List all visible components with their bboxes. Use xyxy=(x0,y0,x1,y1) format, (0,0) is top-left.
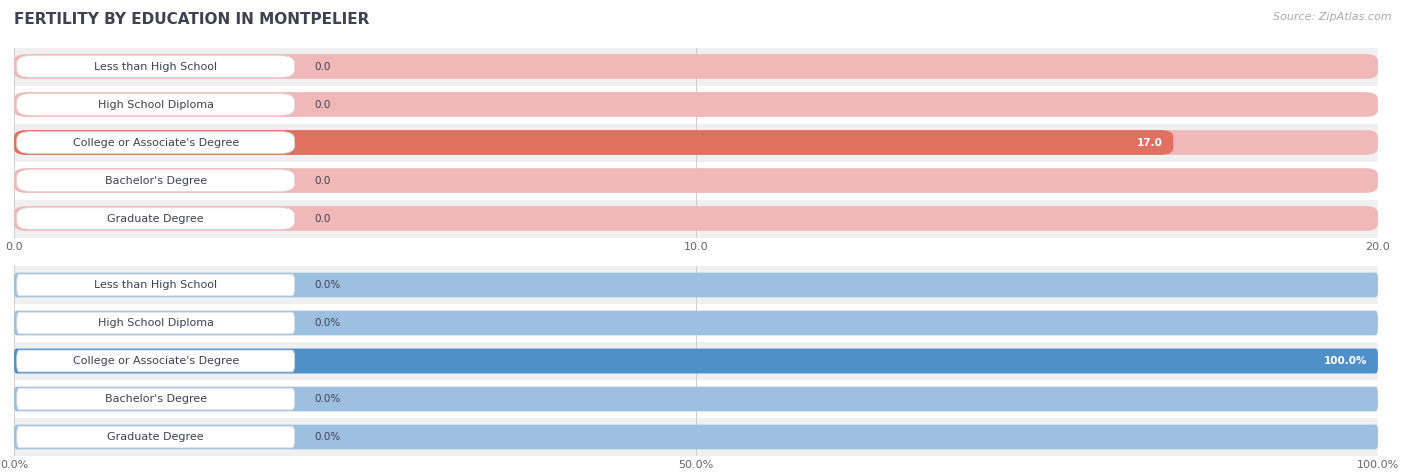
Text: Bachelor's Degree: Bachelor's Degree xyxy=(104,175,207,186)
Text: College or Associate's Degree: College or Associate's Degree xyxy=(73,356,239,366)
FancyBboxPatch shape xyxy=(14,425,1378,449)
Bar xyxy=(14,380,1378,418)
FancyBboxPatch shape xyxy=(14,349,1378,373)
FancyBboxPatch shape xyxy=(17,388,295,410)
FancyBboxPatch shape xyxy=(17,208,295,229)
FancyBboxPatch shape xyxy=(17,94,295,115)
Bar xyxy=(14,86,1378,124)
FancyBboxPatch shape xyxy=(17,274,295,296)
Text: College or Associate's Degree: College or Associate's Degree xyxy=(73,137,239,148)
Text: 17.0: 17.0 xyxy=(1136,137,1163,148)
FancyBboxPatch shape xyxy=(17,56,295,77)
FancyBboxPatch shape xyxy=(17,132,295,153)
Text: Source: ZipAtlas.com: Source: ZipAtlas.com xyxy=(1274,12,1392,22)
FancyBboxPatch shape xyxy=(14,168,1378,193)
FancyBboxPatch shape xyxy=(14,387,1378,411)
Bar xyxy=(14,124,1378,162)
Text: 0.0: 0.0 xyxy=(314,99,330,110)
Text: 0.0%: 0.0% xyxy=(314,280,340,290)
Text: 0.0: 0.0 xyxy=(314,213,330,224)
Bar xyxy=(14,200,1378,238)
Bar xyxy=(14,48,1378,86)
FancyBboxPatch shape xyxy=(14,311,1378,335)
FancyBboxPatch shape xyxy=(17,350,295,372)
Bar xyxy=(14,266,1378,304)
Bar xyxy=(14,342,1378,380)
Bar xyxy=(14,162,1378,199)
Text: FERTILITY BY EDUCATION IN MONTPELIER: FERTILITY BY EDUCATION IN MONTPELIER xyxy=(14,12,370,27)
FancyBboxPatch shape xyxy=(14,92,1378,117)
Text: High School Diploma: High School Diploma xyxy=(97,99,214,110)
Text: 0.0: 0.0 xyxy=(314,175,330,186)
Text: Graduate Degree: Graduate Degree xyxy=(107,213,204,224)
Bar xyxy=(14,418,1378,456)
Text: Less than High School: Less than High School xyxy=(94,280,218,290)
FancyBboxPatch shape xyxy=(14,130,1378,155)
Text: 100.0%: 100.0% xyxy=(1323,356,1367,366)
FancyBboxPatch shape xyxy=(14,130,1173,155)
FancyBboxPatch shape xyxy=(17,170,295,191)
Bar xyxy=(14,304,1378,342)
Text: Bachelor's Degree: Bachelor's Degree xyxy=(104,394,207,404)
FancyBboxPatch shape xyxy=(14,54,1378,79)
FancyBboxPatch shape xyxy=(17,312,295,334)
Text: High School Diploma: High School Diploma xyxy=(97,318,214,328)
Text: 0.0%: 0.0% xyxy=(314,394,340,404)
FancyBboxPatch shape xyxy=(17,426,295,448)
Text: Less than High School: Less than High School xyxy=(94,61,218,72)
FancyBboxPatch shape xyxy=(14,273,1378,297)
Text: 0.0: 0.0 xyxy=(314,61,330,72)
FancyBboxPatch shape xyxy=(14,206,1378,231)
Text: 0.0%: 0.0% xyxy=(314,318,340,328)
Text: Graduate Degree: Graduate Degree xyxy=(107,432,204,442)
FancyBboxPatch shape xyxy=(14,349,1378,373)
Text: 0.0%: 0.0% xyxy=(314,432,340,442)
